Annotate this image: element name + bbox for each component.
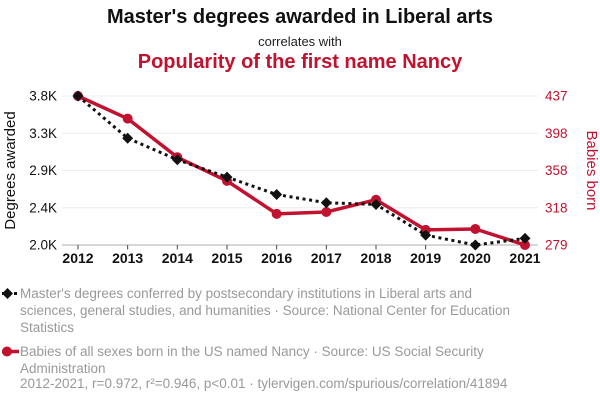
marker-diamond bbox=[72, 90, 84, 102]
x-axis-tick: 2016 bbox=[261, 250, 292, 266]
marker-diamond bbox=[271, 189, 283, 201]
marker-circle bbox=[122, 113, 133, 124]
legend-solid-circle-icon bbox=[2, 346, 19, 357]
chart-title-secondary: Popularity of the first name Nancy bbox=[137, 51, 463, 73]
marker-circle bbox=[520, 240, 530, 250]
marker-diamond bbox=[171, 154, 183, 166]
x-axis-tick: 2015 bbox=[211, 250, 242, 266]
x-axis-tick: 2017 bbox=[311, 250, 342, 266]
chart-title-connector: correlates with bbox=[258, 34, 342, 49]
marker-diamond bbox=[122, 132, 134, 144]
marker-circle bbox=[470, 223, 481, 234]
chart-canvas: 3.8K 437 3.3K 398 2.9K 358 2.4K 318 2.0K 279 2012 2… bbox=[2, 89, 600, 267]
right-axis-tick: 279 bbox=[545, 238, 568, 253]
x-axis-tick: 2019 bbox=[410, 250, 441, 266]
left-axis-tick: 3.3K bbox=[29, 126, 57, 141]
left-axis-title: Degrees awarded bbox=[2, 111, 19, 229]
marker-circle bbox=[271, 208, 282, 219]
x-axis-tick: 2012 bbox=[62, 250, 93, 266]
plot-area: 3.8K 437 3.3K 398 2.9K 358 2.4K 318 2.0K 279 2012 2… bbox=[0, 78, 600, 284]
marker-diamond bbox=[519, 232, 531, 244]
left-axis-tick: 3.8K bbox=[29, 89, 57, 104]
right-axis-tick: 437 bbox=[545, 89, 568, 104]
legend-item-nancy: Babies of all sexes born in the US named… bbox=[2, 343, 562, 377]
right-axis-tick: 398 bbox=[545, 126, 568, 141]
legend-dashed-diamond-icon bbox=[2, 288, 19, 299]
legend-label-degrees: Master's degrees conferred by postsecond… bbox=[20, 286, 511, 335]
right-axis-tick: 318 bbox=[545, 200, 568, 215]
marker-diamond bbox=[420, 229, 432, 241]
right-axis-title: Babies born bbox=[583, 130, 600, 210]
series-line-nancy bbox=[77, 94, 526, 247]
x-axis-tick: 2013 bbox=[112, 250, 143, 266]
left-axis-tick: 2.0K bbox=[29, 238, 57, 253]
x-axis-tick: 2020 bbox=[460, 250, 491, 266]
chart-title-primary: Master's degrees awarded in Liberal arts bbox=[106, 6, 494, 28]
marker-diamond bbox=[320, 197, 332, 209]
right-axis-tick: 358 bbox=[545, 163, 568, 178]
left-axis-tick: 2.4K bbox=[29, 200, 57, 215]
legend-label-nancy: Babies of all sexes born in the US named… bbox=[20, 344, 484, 376]
stats-footer: 2012-2021, r=0.972, r²=0.946, p<0.01 · t… bbox=[20, 376, 508, 391]
x-axis-tick: 2014 bbox=[162, 250, 193, 266]
marker-diamond bbox=[370, 198, 382, 210]
marker-diamond bbox=[221, 171, 233, 183]
x-axis-tick: 2018 bbox=[360, 250, 391, 266]
x-axis-tick: 2021 bbox=[509, 250, 540, 266]
marker-circle bbox=[321, 206, 332, 217]
left-axis-tick: 2.9K bbox=[29, 163, 57, 178]
marker-diamond bbox=[469, 239, 481, 251]
legend-item-degrees: Master's degrees conferred by postsecond… bbox=[2, 285, 562, 336]
